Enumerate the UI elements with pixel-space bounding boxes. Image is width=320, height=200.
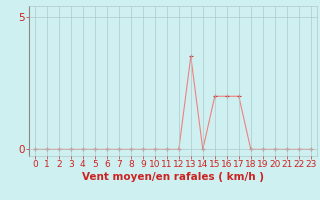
X-axis label: Vent moyen/en rafales ( km/h ): Vent moyen/en rafales ( km/h ) bbox=[82, 172, 264, 182]
